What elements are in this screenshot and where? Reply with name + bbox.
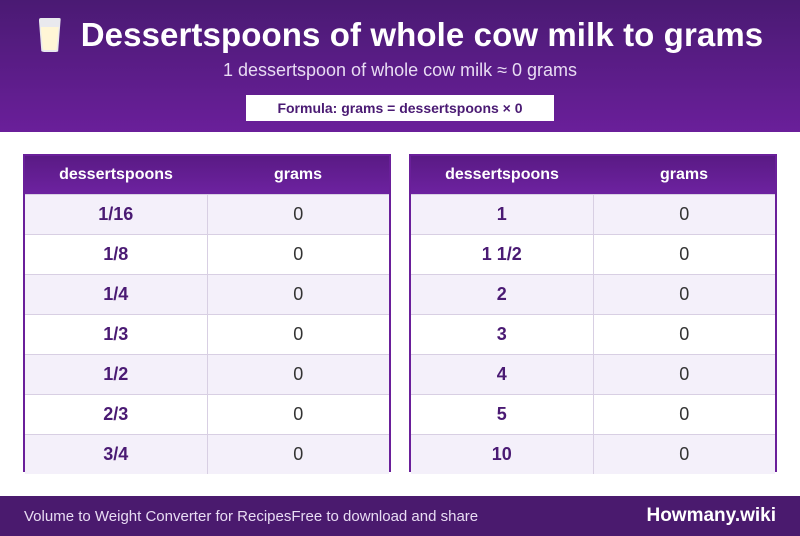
dessertspoons-cell: 1/2: [25, 355, 208, 394]
dessertspoons-cell: 3/4: [25, 435, 208, 474]
table-row: 1/8 0: [25, 234, 389, 274]
footer-tool-name: Volume to Weight Converter for Recipes: [24, 507, 292, 525]
grams-cell: 0: [293, 364, 304, 384]
column-header-dessertspoons: dessertspoons: [59, 166, 173, 183]
column-header-grams: grams: [273, 166, 323, 183]
dessertspoons-cell: 3: [411, 315, 594, 354]
grams-cell: 0: [679, 204, 690, 224]
table-header: dessertspoons grams: [411, 156, 775, 194]
grams-cell: 0: [293, 404, 304, 424]
table-row: 10 0: [411, 434, 775, 474]
dessertspoons-cell: 1/3: [25, 315, 208, 354]
column-header-grams: grams: [659, 166, 709, 183]
table-row: 1/3 0: [25, 314, 389, 354]
footer-info: Volume to Weight Converter for Recipes Fr…: [24, 496, 478, 536]
grams-cell: 0: [679, 444, 690, 464]
grams-cell: 0: [679, 364, 690, 384]
table-header: dessertspoons grams: [25, 156, 389, 194]
column-header-dessertspoons: dessertspoons: [445, 166, 559, 183]
table-body: 1/16 0 1/8 0 1/4 0 1/3 0 1/2 0 2/3 0 3/4 0: [25, 194, 389, 474]
grams-cell: 0: [293, 244, 304, 264]
grams-cell: 0: [293, 444, 304, 464]
dessertspoons-cell: 2: [411, 275, 594, 314]
table-row: 1 1/2 0: [411, 234, 775, 274]
page-title: Dessertspoons of whole cow milk to grams: [80, 16, 764, 53]
dessertspoons-cell: 2/3: [25, 395, 208, 434]
dessertspoons-cell: 10: [411, 435, 594, 474]
formula-box: Formula: grams = dessertspoons × 0: [246, 95, 554, 121]
dessertspoons-cell: 1/8: [25, 235, 208, 274]
dessertspoons-cell: 1 1/2: [411, 235, 594, 274]
dessertspoons-cell: 1/4: [25, 275, 208, 314]
dessertspoons-cell: 1/16: [25, 195, 208, 234]
table-row: 1/16 0: [25, 194, 389, 234]
grams-cell: 0: [293, 324, 304, 344]
dessertspoons-cell: 5: [411, 395, 594, 434]
header: Dessertspoons of whole cow milk to grams…: [0, 0, 800, 132]
title-row: Dessertspoons of whole cow milk to grams: [0, 12, 800, 58]
footer: Volume to Weight Converter for Recipes Fr…: [0, 496, 800, 536]
footer-brand[interactable]: Howmany.wiki: [646, 505, 776, 526]
dessertspoons-cell: 4: [411, 355, 594, 394]
footer-share-text: Free to download and share: [291, 507, 479, 525]
grams-cell: 0: [293, 204, 304, 224]
grams-cell: 0: [679, 284, 690, 304]
page-subtitle: 1 dessertspoon of whole cow milk ≈ 0 gra…: [222, 60, 578, 80]
table-row: 2/3 0: [25, 394, 389, 434]
table-row: 3/4 0: [25, 434, 389, 474]
table-row: 1/2 0: [25, 354, 389, 394]
grams-cell: 0: [679, 324, 690, 344]
table-row: 1/4 0: [25, 274, 389, 314]
conversion-table-left: dessertspoons grams 1/16 0 1/8 0 1/4 0 1/3 0…: [23, 154, 391, 474]
grams-cell: 0: [293, 284, 304, 304]
milk-glass-icon: [37, 18, 63, 52]
dessertspoons-cell: 1: [411, 195, 594, 234]
grams-cell: 0: [679, 244, 690, 264]
grams-cell: 0: [679, 404, 690, 424]
